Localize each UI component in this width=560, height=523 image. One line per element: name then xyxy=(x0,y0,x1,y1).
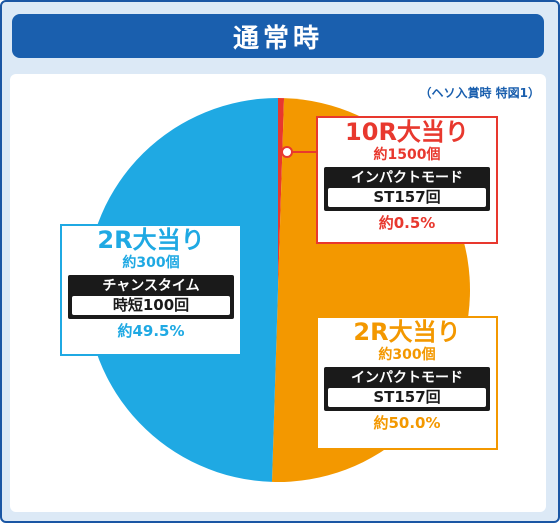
mode-name: チャンスタイム xyxy=(102,278,200,294)
slice-title: 2R大当り xyxy=(97,226,205,254)
mode-box: チャンスタイム 時短100回 xyxy=(68,275,234,319)
mode-name: インパクトモード xyxy=(351,170,463,186)
slice-10r xyxy=(278,98,285,290)
slice-count: 約1500個 xyxy=(373,147,441,163)
leader-dot xyxy=(281,146,293,158)
slice-percent: 約50.0% xyxy=(373,414,441,432)
slice-label-10r: 10R大当り 約1500個 インパクトモード ST157回 約0.5% xyxy=(316,116,498,244)
slice-label-2r-st: 2R大当り 約300個 インパクトモード ST157回 約50.0% xyxy=(316,316,498,450)
mode-box: インパクトモード ST157回 xyxy=(324,167,490,211)
slice-label-2r-chance: 2R大当り 約300個 チャンスタイム 時短100回 約49.5% xyxy=(60,224,242,356)
mode-name: インパクトモード xyxy=(351,370,463,386)
slice-percent: 約49.5% xyxy=(117,322,185,340)
page-title: 通常時 xyxy=(12,14,544,58)
slice-count: 約300個 xyxy=(378,347,436,363)
chart-subtitle: （ヘソ入賞時 特図1） xyxy=(419,86,540,100)
slice-percent: 約0.5% xyxy=(378,214,436,232)
mode-value: ST157回 xyxy=(328,388,486,407)
mode-value: 時短100回 xyxy=(72,296,230,315)
mode-box: インパクトモード ST157回 xyxy=(324,367,490,411)
slice-title: 2R大当り xyxy=(353,318,461,346)
slice-title: 10R大当り xyxy=(345,118,469,146)
slice-count: 約300個 xyxy=(122,255,180,271)
mode-value: ST157回 xyxy=(328,188,486,207)
